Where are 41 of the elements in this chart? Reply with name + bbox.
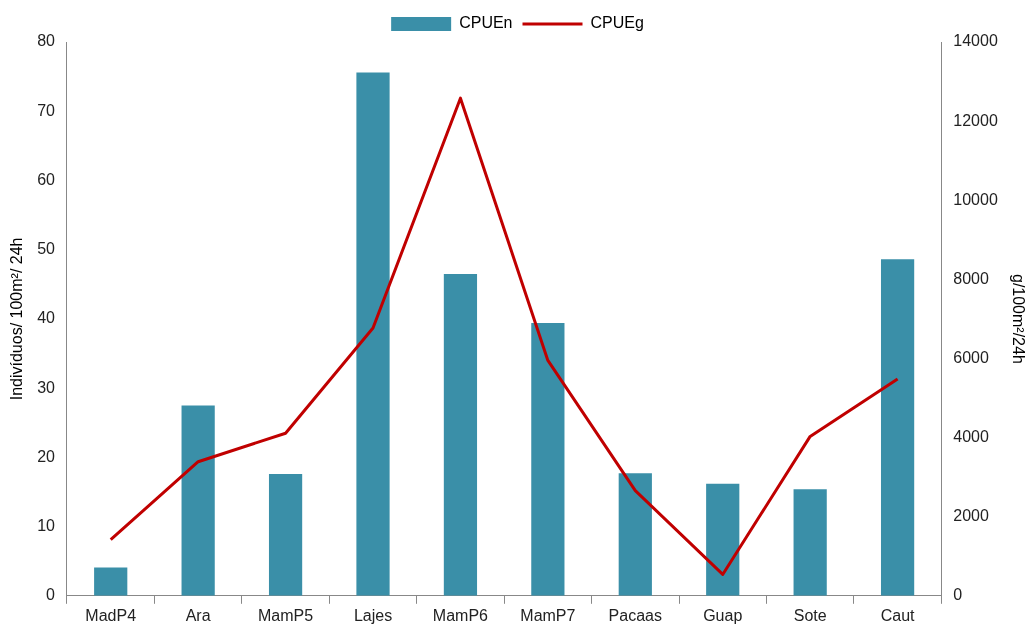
y-tick-label: 40 <box>37 309 56 327</box>
y2-tick-label: 2000 <box>953 507 989 525</box>
bar <box>793 489 827 596</box>
y2-tick-label: 8000 <box>953 269 989 287</box>
y-tick-label: 0 <box>46 586 56 604</box>
bar <box>531 323 565 596</box>
bar <box>94 567 128 596</box>
y-tick-label: 60 <box>37 170 56 188</box>
bar <box>356 72 390 596</box>
y2-tick-label: 14000 <box>953 32 998 50</box>
x-tick-label: MamP7 <box>520 606 576 624</box>
y2-axis-title: g/100m²/24h <box>1009 273 1027 364</box>
y2-tick-label: 4000 <box>953 427 989 445</box>
x-tick-label: Ara <box>185 606 211 624</box>
y-tick-label: 50 <box>37 240 56 258</box>
x-tick-label: Sote <box>793 606 827 624</box>
x-tick-label: Caut <box>880 606 916 624</box>
x-tick-label: Pacaas <box>608 606 662 624</box>
x-tick-label: MamP6 <box>432 606 489 624</box>
x-tick-label: MadP4 <box>85 606 137 624</box>
bar <box>268 473 303 596</box>
y-axis-title: Indivíduos/ 100m²/ 24h <box>8 237 26 401</box>
y2-tick-label: 12000 <box>953 111 998 129</box>
x-tick-label: Guap <box>703 606 743 624</box>
y-tick-label: 70 <box>37 101 56 119</box>
legend-label: CPUEn <box>459 14 513 32</box>
y-tick-label: 80 <box>37 32 56 50</box>
y-tick-label: 30 <box>37 378 56 396</box>
legend-label: CPUEg <box>590 14 644 32</box>
bar <box>181 405 215 596</box>
bar <box>706 483 740 596</box>
y2-tick-label: 0 <box>953 586 963 604</box>
bar <box>618 473 652 596</box>
x-tick-label: MamP5 <box>258 606 314 624</box>
y-tick-label: 10 <box>37 516 56 534</box>
bar <box>880 259 915 596</box>
y2-tick-label: 10000 <box>953 190 998 208</box>
bar <box>443 273 478 596</box>
y2-tick-label: 6000 <box>953 348 989 366</box>
x-tick-label: Lajes <box>353 606 393 624</box>
y-tick-label: 20 <box>37 447 56 465</box>
